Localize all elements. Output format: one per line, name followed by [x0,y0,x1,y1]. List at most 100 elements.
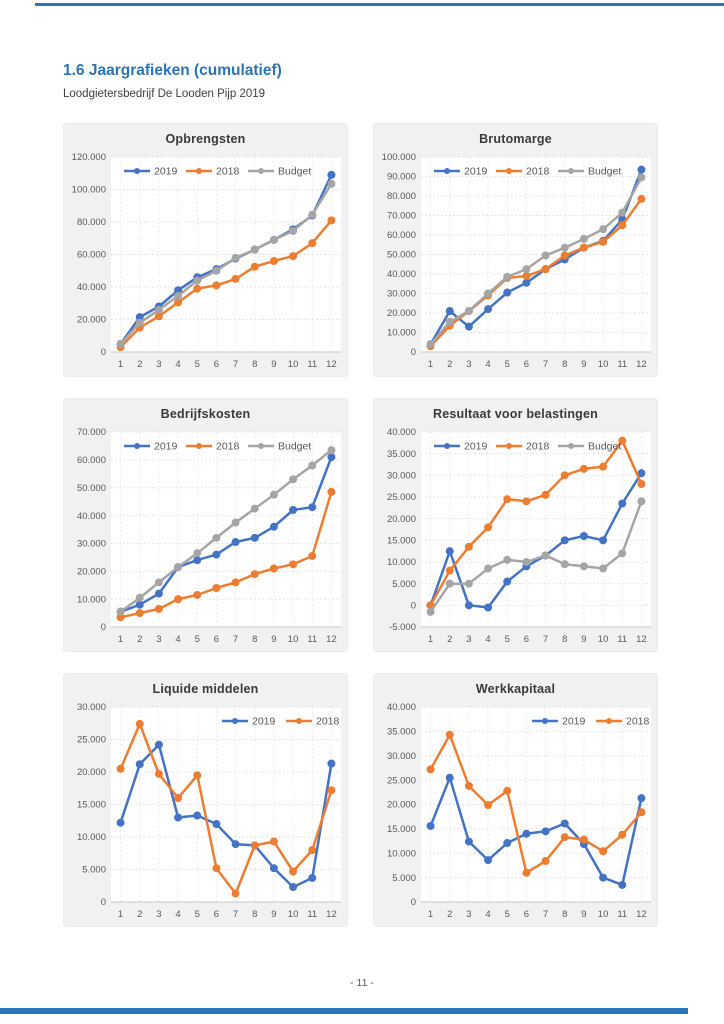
data-point [116,764,125,773]
x-axis-tick-label: 5 [195,359,200,370]
x-axis-tick-label: 4 [175,634,180,645]
data-point [560,536,569,545]
x-axis-tick-label: 6 [524,909,529,920]
data-point [618,208,627,217]
y-axis-tick-label: 0 [411,897,416,908]
x-axis-tick-label: 8 [562,909,567,920]
chart-brutomarge: 0 10.000 20.000 30.000 40.000 50.000 60.000 70.… [382,152,651,370]
y-axis-tick-label: 70.000 [77,427,106,438]
x-axis-tick-label: 12 [636,634,647,645]
chart-title: Werkkapitaal [475,682,556,696]
y-axis-tick-label: 30.000 [77,539,106,550]
x-axis-tick-label: 1 [118,634,123,645]
data-point [174,794,183,802]
y-axis-tick-label: 20.000 [77,767,106,778]
data-point [308,239,317,248]
y-axis-tick-label: 80.000 [77,217,106,228]
header-rule [35,3,724,6]
data-point [637,165,646,174]
legend-marker [606,718,612,724]
series-line-2019 [429,471,643,609]
data-point [637,497,646,506]
data-point [464,307,473,316]
page-number: - 11 - [350,977,374,989]
y-axis-tick-label: 20.000 [387,514,416,525]
data-point [579,532,588,540]
x-axis-tick-label: 3 [466,359,471,370]
data-point [212,864,221,873]
data-point [269,864,278,873]
data-point [464,579,473,588]
data-point [618,221,627,230]
x-axis-tick-label: 2 [137,634,142,645]
data-point [541,551,550,560]
data-point [484,856,493,865]
y-axis-tick-label: 15.000 [387,824,416,835]
x-axis-tick-label: 1 [118,909,123,920]
data-point [289,475,298,484]
x-axis-tick-label: 10 [288,359,299,370]
data-point [231,518,240,527]
data-point [135,593,144,602]
data-point [269,257,278,265]
data-point [269,490,278,499]
company-subtitle: Loodgietersbedrijf De Looden Pijp 2019 [63,88,266,100]
data-point [464,601,473,610]
x-axis-tick-label: 10 [288,909,299,920]
data-point [250,533,259,542]
data-point [308,461,317,470]
data-point [135,318,144,327]
legend-label: Budget [588,166,621,178]
legend-marker [568,443,574,449]
x-axis-tick-label: 6 [524,634,529,645]
data-point [560,471,569,480]
x-axis-tick-label: 6 [524,359,529,370]
x-axis-tick-label: 12 [636,359,647,370]
x-axis-tick-label: 4 [175,359,180,370]
y-axis-tick-label: 50.000 [77,483,106,494]
x-axis-tick-label: 4 [175,909,180,920]
legend-marker [444,443,450,449]
data-point [289,226,298,235]
x-axis-tick-label: 2 [447,359,452,370]
x-axis-tick-label: 7 [233,909,238,920]
x-axis-tick-label: 9 [271,634,276,645]
legend-marker [258,443,264,449]
data-point [327,216,336,225]
data-point [541,490,550,499]
data-point [541,827,550,836]
data-point [116,818,125,827]
legend-marker [232,718,238,724]
y-axis-tick-label: 10.000 [387,848,416,859]
data-point [579,234,588,243]
y-axis-tick-label: 0 [101,897,106,908]
y-axis-tick-label: 5.000 [392,873,416,884]
data-point [231,840,240,849]
y-axis-tick-label: 0 [101,622,106,633]
data-point [135,760,144,769]
data-point [464,837,473,846]
data-point [174,298,183,307]
data-point [637,480,646,488]
data-point [541,857,550,866]
x-axis-tick-label: 3 [156,909,161,920]
data-point [484,603,493,612]
data-point [289,867,298,876]
data-point [560,243,569,252]
x-axis-tick-label: 8 [562,359,567,370]
data-point [464,781,473,790]
data-point [212,584,221,592]
data-point [445,307,454,316]
chart-title: Liquide middelen [152,682,259,696]
legend-label: 2019 [252,716,276,728]
chart-title: Opbrengsten [165,132,246,146]
data-point [193,811,202,820]
y-axis-tick-label: 5.000 [82,865,106,876]
x-axis-tick-label: 10 [288,634,299,645]
data-point [135,609,144,618]
data-point [250,841,259,850]
x-axis-tick-label: 7 [543,634,548,645]
chart-panel-brutomarge: Brutomarge 0 10.000 20.000 30.000 40.000 50.00… [373,123,658,377]
data-point [599,847,608,856]
data-point [560,819,569,828]
